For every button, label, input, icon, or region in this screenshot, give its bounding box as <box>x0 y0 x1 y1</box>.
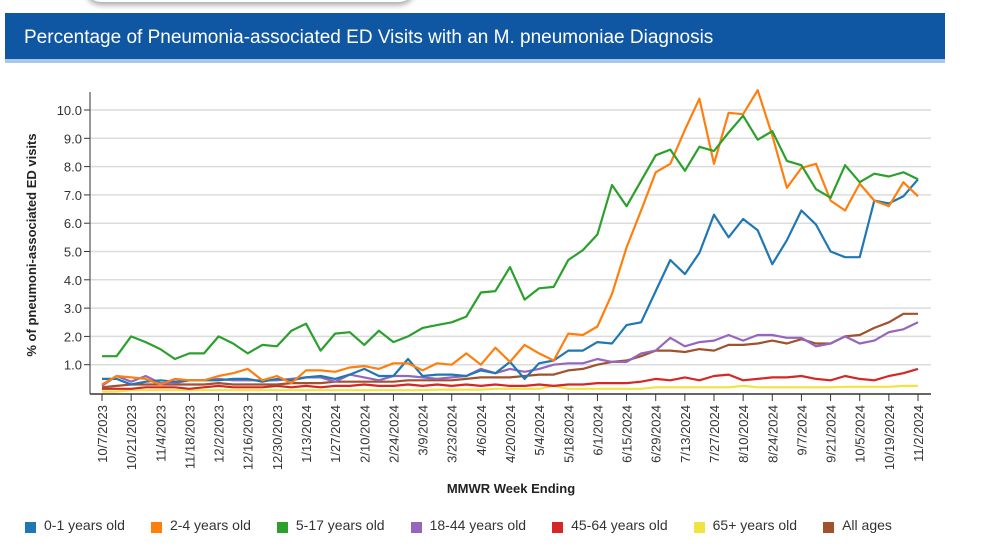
legend-label: 65+ years old <box>712 517 798 533</box>
legend-label: All ages <box>842 517 892 533</box>
legend-swatch <box>276 522 288 533</box>
legend: 0-1 years old 2-4 years old 5-17 years old… <box>25 517 918 533</box>
legend-item[interactable]: 5-17 years old <box>276 517 385 533</box>
legend-label: 5-17 years old <box>295 517 385 533</box>
legend-item[interactable]: 18-44 years old <box>410 517 527 533</box>
series-line-0-1-years-old <box>102 178 919 386</box>
x-tick-label: 6/29/2024 <box>649 405 664 463</box>
x-tick-label: 6/15/2024 <box>620 405 635 463</box>
x-tick-label: 7/27/2024 <box>707 405 722 463</box>
y-tick-label: 5.0 <box>64 245 82 260</box>
x-axis-title: MMWR Week Ending <box>447 481 575 496</box>
series-line-45-64-years-old <box>102 367 919 390</box>
x-tick-label: 8/10/2024 <box>736 405 751 463</box>
x-tick-label: 9/7/2024 <box>794 405 809 456</box>
series-line-2-4-years-old <box>101 89 919 386</box>
x-tick-label: 4/6/2024 <box>474 405 489 456</box>
x-tick-label: 2/24/2024 <box>386 405 401 463</box>
legend-swatch <box>552 522 564 533</box>
series-lines <box>101 89 919 393</box>
y-tick-label: 7.0 <box>64 188 82 203</box>
y-tick-label: 4.0 <box>64 273 82 288</box>
y-tick-label: 6.0 <box>64 216 82 231</box>
series-line-65-years-old <box>102 384 918 393</box>
panel-header: Percentage of Pneumonia-associated ED Vi… <box>5 13 945 63</box>
legend-item[interactable]: 45-64 years old <box>552 517 668 533</box>
y-tick-label: 9.0 <box>64 131 82 146</box>
x-tick-label: 12/30/2023 <box>270 405 285 470</box>
x-axis: 10/7/2023 10/21/2023 11/4/2023 11/18/2023 12… <box>90 393 931 470</box>
y-tick-label: 8.0 <box>64 160 82 175</box>
x-tick-label: 11/18/2023 <box>182 405 197 469</box>
x-tick-label: 3/23/2024 <box>445 405 460 463</box>
legend-item[interactable]: All ages <box>823 517 892 533</box>
y-tick-label: 1.0 <box>64 358 82 373</box>
x-tick-label: 12/2/2023 <box>212 405 227 463</box>
series-line-18-44-years-old <box>101 321 919 387</box>
x-tick-label: 6/1/2024 <box>590 405 605 456</box>
x-tick-label: 4/20/2024 <box>503 405 518 463</box>
legend-item[interactable]: 65+ years old <box>693 517 798 533</box>
x-tick-label: 1/27/2024 <box>328 405 343 463</box>
legend-label: 2-4 years old <box>169 517 251 533</box>
x-tick-label: 2/10/2024 <box>357 405 372 463</box>
legend-swatch <box>823 522 835 533</box>
legend-swatch <box>693 522 705 533</box>
x-tick-label: 5/18/2024 <box>561 405 576 463</box>
x-tick-label: 5/4/2024 <box>532 405 547 456</box>
page-title: Percentage of Pneumonia-associated ED Vi… <box>24 27 714 48</box>
y-tick-label: 2.0 <box>64 329 82 344</box>
top-tab-shadow <box>85 0 415 2</box>
x-tick-label: 8/24/2024 <box>765 405 780 463</box>
y-axis-title: % of pneumoni-associated ED visits <box>24 133 39 356</box>
x-tick-label: 10/19/2024 <box>882 405 897 470</box>
x-tick-label: 11/2/2024 <box>911 405 926 462</box>
x-tick-label: 10/5/2024 <box>853 405 868 463</box>
y-tick-label: 10.0 <box>57 103 82 118</box>
x-tick-label: 3/9/2024 <box>416 405 431 456</box>
series-line-all-ages <box>101 312 918 389</box>
x-tick-label: 11/4/2023 <box>153 405 168 462</box>
x-tick-label: 1/13/2024 <box>299 405 314 463</box>
legend-label: 0-1 years old <box>44 517 125 533</box>
x-tick-label: 12/16/2023 <box>241 405 256 470</box>
legend-item[interactable]: 0-1 years old <box>25 517 125 533</box>
legend-swatch <box>150 522 162 533</box>
y-axis: 1.0 2.0 3.0 4.0 5.0 6.0 7.0 8.0 9.0 10.0 <box>57 92 91 394</box>
series-line-5-17-years-old <box>102 114 919 361</box>
y-tick-label: 3.0 <box>64 301 82 316</box>
x-tick-label: 7/13/2024 <box>678 405 693 463</box>
legend-label: 18-44 years old <box>429 517 527 533</box>
legend-label: 45-64 years old <box>571 517 668 533</box>
x-tick-label: 10/21/2023 <box>124 405 139 470</box>
legend-swatch <box>25 522 36 533</box>
x-tick-label: 9/21/2024 <box>824 405 839 463</box>
legend-swatch <box>410 522 422 533</box>
legend-item[interactable]: 2-4 years old <box>150 517 251 533</box>
x-tick-label: 10/7/2023 <box>95 405 110 463</box>
gridlines <box>90 109 931 366</box>
